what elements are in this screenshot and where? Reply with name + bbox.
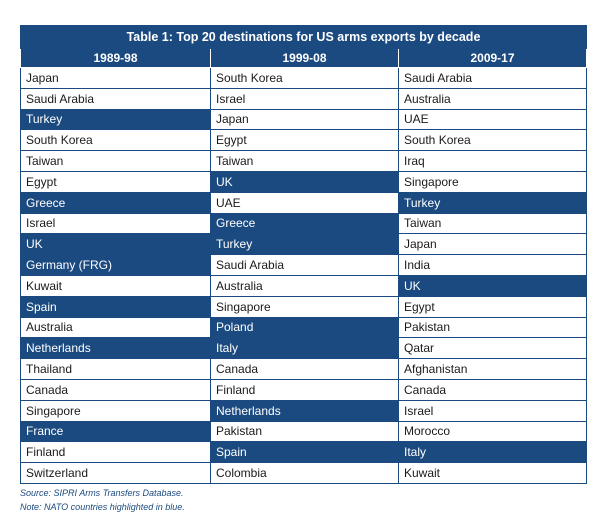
table-cell: Canada (210, 358, 399, 380)
table-cell: UAE (398, 108, 587, 131)
table-cell: Japan (210, 108, 399, 131)
table-cell: Canada (398, 378, 587, 401)
table-cell: Canada (20, 378, 211, 401)
table-cell: Taiwan (20, 150, 211, 172)
table-cell: Greece (20, 191, 211, 214)
table-cell: Taiwan (210, 150, 399, 172)
arms-exports-table-container: Table 1: Top 20 destinations for US arms… (20, 25, 587, 484)
table-cell: Australia (210, 274, 399, 297)
arms-exports-table: Table 1: Top 20 destinations for US arms… (20, 25, 587, 484)
column-header-2009-17: 2009-17 (398, 48, 587, 68)
table-row: Kuwait Australia UK (20, 274, 587, 297)
table-cell: Australia (20, 316, 211, 339)
table-cell: Turkey (210, 233, 399, 256)
table-row: Singapore Netherlands Israel (20, 399, 587, 422)
table-row: UK Turkey Japan (20, 233, 587, 256)
table-cell: Kuwait (20, 274, 211, 297)
table-row: Netherlands Italy Qatar (20, 337, 587, 360)
column-header-1999-08: 1999-08 (210, 48, 399, 68)
table-cell: Israel (20, 212, 211, 235)
table-row: France Pakistan Morocco (20, 420, 587, 443)
table-cell: Saudi Arabia (398, 67, 587, 89)
table-cell: Netherlands (210, 399, 399, 422)
table-row: Greece UAE Turkey (20, 191, 587, 214)
table-cell: Saudi Arabia (210, 254, 399, 276)
table-row: Turkey Japan UAE (20, 108, 587, 131)
table-cell: Spain (210, 441, 399, 464)
table-cell: Singapore (210, 295, 399, 318)
table-cell: Germany (FRG) (20, 254, 211, 276)
table-cell: UK (210, 170, 399, 193)
table-row: Saudi Arabia Israel Australia (20, 87, 587, 110)
table-cell: Turkey (20, 108, 211, 131)
source-note: Source: SIPRI Arms Transfers Database. (20, 488, 184, 498)
table-cell: Greece (210, 212, 399, 235)
table-cell: Japan (20, 67, 211, 89)
table-cell: Japan (398, 233, 587, 256)
table-cell: South Korea (20, 129, 211, 152)
table-row: Australia Poland Pakistan (20, 316, 587, 339)
table-cell: UK (20, 233, 211, 256)
table-cell: Israel (398, 399, 587, 422)
table-cell: Turkey (398, 191, 587, 214)
table-cell: Afghanistan (398, 358, 587, 380)
table-title: Table 1: Top 20 destinations for US arms… (20, 25, 587, 49)
table-row: Israel Greece Taiwan (20, 212, 587, 235)
table-cell: Netherlands (20, 337, 211, 360)
table-cell: South Korea (210, 67, 399, 89)
table-cell: Singapore (20, 399, 211, 422)
table-row: Thailand Canada Afghanistan (20, 358, 587, 380)
table-cell: Singapore (398, 170, 587, 193)
table-cell: Australia (398, 87, 587, 110)
table-cell: Pakistan (210, 420, 399, 443)
table-row: Egypt UK Singapore (20, 170, 587, 193)
table-cell: Taiwan (398, 212, 587, 235)
table-cell: India (398, 254, 587, 276)
column-header-1989-98: 1989-98 (20, 48, 211, 68)
table-cell: Qatar (398, 337, 587, 360)
table-cell: Saudi Arabia (20, 87, 211, 110)
table-cell: Finland (210, 378, 399, 401)
table-cell: Thailand (20, 358, 211, 380)
table-cell: Egypt (210, 129, 399, 152)
table-cell: Switzerland (20, 462, 211, 484)
table-cell: Poland (210, 316, 399, 339)
table-row: Spain Singapore Egypt (20, 295, 587, 318)
table-row: South Korea Egypt South Korea (20, 129, 587, 152)
table-row: Germany (FRG) Saudi Arabia India (20, 254, 587, 276)
table-cell: Spain (20, 295, 211, 318)
table-body: Japan South Korea Saudi Arabia Saudi Arabia… (20, 67, 587, 484)
table-row: Taiwan Taiwan Iraq (20, 150, 587, 172)
table-cell: UAE (210, 191, 399, 214)
table-cell: Iraq (398, 150, 587, 172)
table-cell: UK (398, 274, 587, 297)
table-row: Japan South Korea Saudi Arabia (20, 67, 587, 89)
table-notes: Source: SIPRI Arms Transfers Database. N… (20, 486, 185, 514)
table-cell: Egypt (398, 295, 587, 318)
table-cell: Finland (20, 441, 211, 464)
table-cell: Morocco (398, 420, 587, 443)
table-cell: Italy (398, 441, 587, 464)
nato-note: Note: NATO countries highlighted in blue… (20, 502, 185, 512)
table-cell: Italy (210, 337, 399, 360)
table-cell: Egypt (20, 170, 211, 193)
table-cell: Kuwait (398, 462, 587, 484)
table-cell: Israel (210, 87, 399, 110)
table-cell: France (20, 420, 211, 443)
table-cell: South Korea (398, 129, 587, 152)
table-row: Finland Spain Italy (20, 441, 587, 464)
table-cell: Colombia (210, 462, 399, 484)
table-row: Canada Finland Canada (20, 378, 587, 401)
table-cell: Pakistan (398, 316, 587, 339)
table-row: Switzerland Colombia Kuwait (20, 462, 587, 484)
